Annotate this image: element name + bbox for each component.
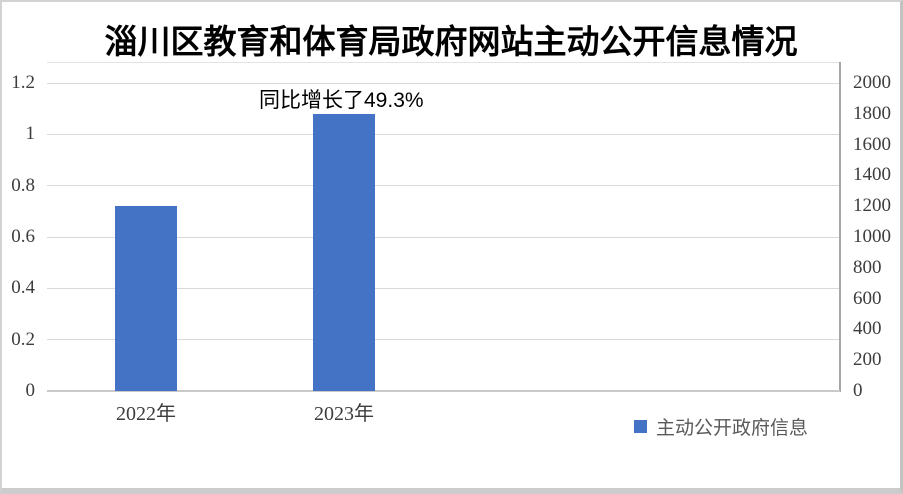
- x-axis-line: [47, 390, 840, 392]
- left-axis-tick-label: 0.2: [11, 328, 35, 350]
- left-axis-tick-label: 0.6: [11, 226, 35, 247]
- x-axis-category-label: 2022年: [116, 403, 176, 425]
- right-axis-tick-label: 1400: [853, 164, 891, 186]
- left-axis-tick-label: 1: [25, 123, 36, 145]
- left-axis-tick-label: 0.4: [11, 277, 35, 299]
- left-axis-tick-label: 0.8: [11, 174, 35, 196]
- right-axis-tick-label: 0: [853, 380, 863, 401]
- legend: 主动公开政府信息: [634, 413, 808, 440]
- gridline: [47, 339, 840, 341]
- left-axis-tick-label: 0: [25, 380, 36, 401]
- right-axis-tick-label: 1200: [853, 195, 891, 217]
- growth-annotation: 同比增长了49.3%: [259, 89, 424, 112]
- legend-marker: [634, 420, 647, 433]
- plot-top-border: [47, 62, 840, 63]
- x-axis-category-label: 2023年: [314, 403, 374, 425]
- bar-2022年: [115, 206, 177, 391]
- right-axis-tick-label: 1000: [853, 226, 891, 247]
- right-axis-tick-label: 800: [853, 256, 882, 278]
- right-axis-tick-label: 2000: [853, 72, 891, 93]
- gridline: [47, 236, 840, 238]
- right-axis-tick-label: 400: [853, 318, 882, 340]
- right-axis-tick-label: 1600: [853, 133, 891, 155]
- right-axis-tick-label: 200: [853, 349, 882, 371]
- bar-2023年: [313, 113, 375, 391]
- chart-title: 淄川区教育和体育局政府网站主动公开信息情况: [104, 25, 798, 61]
- gridline: [47, 133, 840, 135]
- right-axis-tick-label: 1800: [853, 102, 891, 124]
- gridline: [47, 185, 840, 187]
- gridline: [47, 82, 840, 84]
- right-axis-tick-label: 600: [853, 287, 882, 309]
- gridline: [47, 287, 840, 289]
- plot-area: 1.2 1 0.8 0.6 0.4 0.2 0 2000 1800 1600 1400 1200 100…: [2, 2, 900, 488]
- left-axis-tick-label: 1.2: [11, 72, 35, 93]
- legend-label: 主动公开政府信息: [656, 418, 809, 439]
- right-axis-line: [839, 62, 841, 392]
